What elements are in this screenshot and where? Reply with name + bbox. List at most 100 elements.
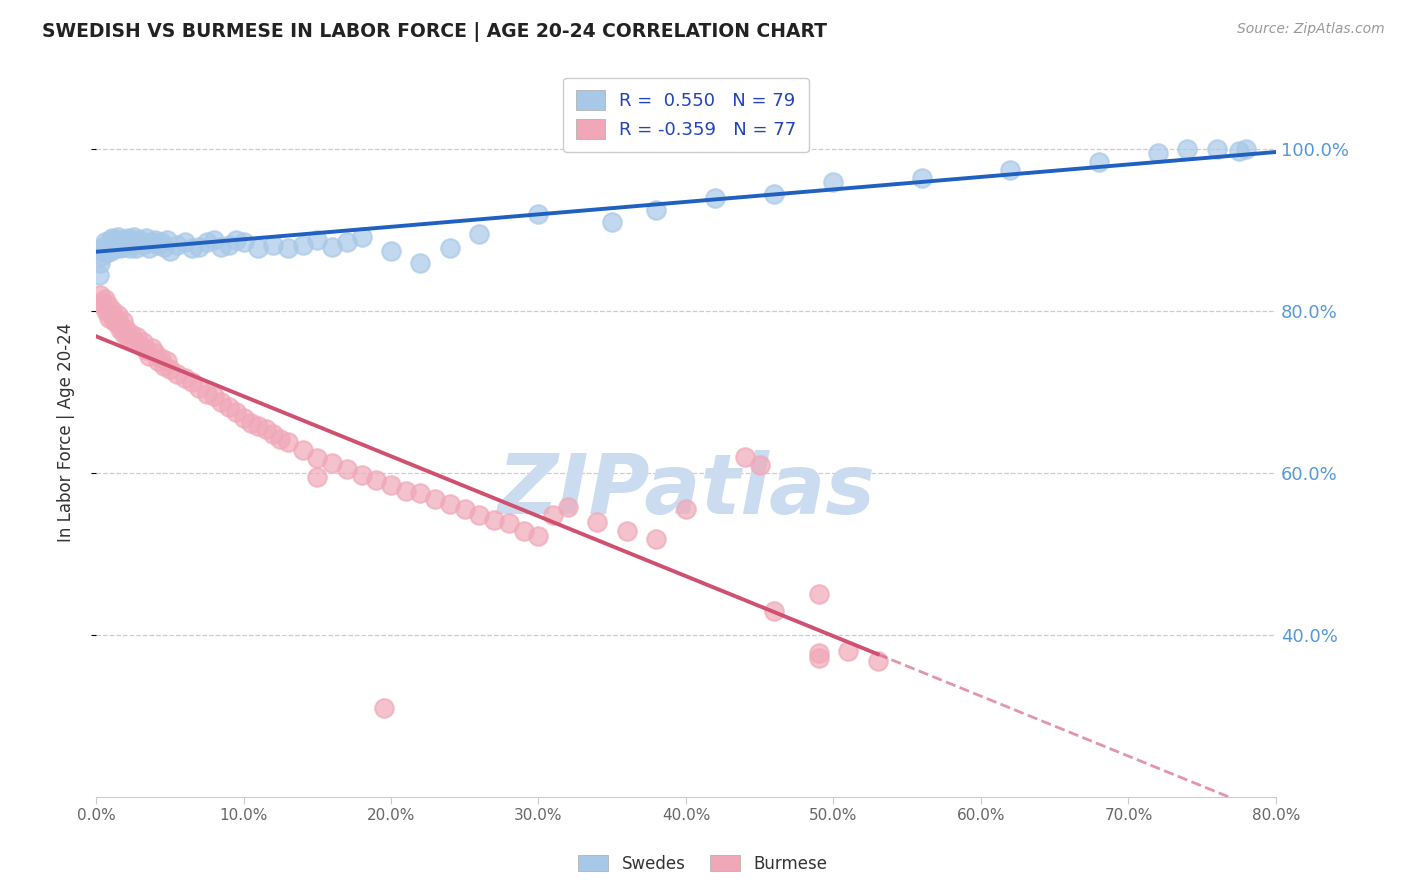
Point bbox=[93, 239, 115, 253]
Point bbox=[149, 351, 172, 366]
Point bbox=[763, 604, 786, 618]
Point bbox=[90, 294, 112, 309]
Point bbox=[90, 244, 112, 258]
Point bbox=[114, 235, 136, 250]
Point bbox=[107, 229, 129, 244]
Point bbox=[454, 502, 477, 516]
Point bbox=[107, 308, 129, 322]
Point bbox=[166, 368, 188, 382]
Point bbox=[527, 529, 550, 543]
Point bbox=[541, 508, 564, 522]
Point bbox=[100, 244, 122, 258]
Point bbox=[209, 239, 232, 253]
Point bbox=[336, 462, 359, 476]
Point bbox=[122, 233, 145, 247]
Point bbox=[645, 533, 668, 547]
Point bbox=[156, 233, 179, 247]
Point bbox=[156, 354, 179, 368]
Point bbox=[425, 491, 447, 506]
Point bbox=[138, 241, 160, 255]
Point bbox=[807, 650, 830, 665]
Point bbox=[395, 483, 418, 498]
Point bbox=[380, 478, 402, 492]
Point bbox=[120, 238, 142, 252]
Point bbox=[96, 246, 118, 260]
Point bbox=[108, 322, 131, 336]
Point bbox=[132, 238, 155, 252]
Point bbox=[111, 314, 134, 328]
Point bbox=[202, 389, 225, 403]
Point bbox=[97, 241, 120, 255]
Point bbox=[124, 229, 146, 244]
Point bbox=[127, 330, 149, 344]
Point bbox=[468, 227, 491, 242]
Point bbox=[734, 450, 756, 464]
Point bbox=[254, 421, 277, 435]
Point bbox=[409, 486, 432, 500]
Point bbox=[380, 244, 402, 258]
Point bbox=[105, 317, 128, 331]
Point bbox=[866, 654, 889, 668]
Point bbox=[225, 405, 247, 419]
Point bbox=[350, 467, 373, 482]
Point bbox=[837, 644, 859, 658]
Point bbox=[129, 233, 152, 247]
Point bbox=[307, 470, 329, 484]
Legend: R =  0.550   N = 79, R = -0.359   N = 77: R = 0.550 N = 79, R = -0.359 N = 77 bbox=[562, 78, 808, 152]
Point bbox=[1236, 143, 1258, 157]
Point bbox=[527, 207, 550, 221]
Point bbox=[87, 268, 110, 282]
Point bbox=[225, 233, 247, 247]
Point bbox=[166, 238, 188, 252]
Point bbox=[269, 432, 291, 446]
Point bbox=[513, 524, 536, 539]
Point bbox=[1227, 144, 1250, 158]
Point bbox=[100, 308, 122, 322]
Point bbox=[823, 175, 845, 189]
Point bbox=[97, 298, 120, 312]
Point bbox=[96, 304, 118, 318]
Point bbox=[247, 419, 270, 434]
Point bbox=[195, 235, 218, 250]
Point bbox=[89, 256, 111, 270]
Point bbox=[111, 233, 134, 247]
Point bbox=[209, 395, 232, 409]
Point bbox=[129, 338, 152, 352]
Point bbox=[600, 215, 623, 229]
Point bbox=[141, 341, 163, 355]
Point bbox=[124, 334, 146, 349]
Point bbox=[153, 239, 176, 253]
Point bbox=[149, 235, 172, 250]
Point bbox=[232, 411, 254, 425]
Point bbox=[104, 238, 127, 252]
Point bbox=[138, 349, 160, 363]
Point bbox=[291, 238, 314, 252]
Point bbox=[114, 322, 136, 336]
Point bbox=[373, 700, 395, 714]
Point bbox=[146, 238, 169, 252]
Point bbox=[112, 326, 135, 341]
Point bbox=[98, 238, 121, 252]
Point bbox=[110, 318, 132, 333]
Point bbox=[232, 235, 254, 250]
Point bbox=[307, 233, 329, 247]
Point bbox=[277, 435, 299, 450]
Point bbox=[675, 502, 697, 516]
Point bbox=[180, 241, 202, 255]
Point bbox=[127, 235, 149, 250]
Point bbox=[103, 241, 125, 255]
Text: SWEDISH VS BURMESE IN LABOR FORCE | AGE 20-24 CORRELATION CHART: SWEDISH VS BURMESE IN LABOR FORCE | AGE … bbox=[42, 22, 827, 42]
Point bbox=[98, 310, 121, 325]
Point bbox=[101, 302, 124, 317]
Point bbox=[218, 400, 240, 414]
Point bbox=[1206, 143, 1229, 157]
Point bbox=[105, 233, 128, 247]
Point bbox=[146, 354, 169, 368]
Point bbox=[748, 458, 770, 472]
Point bbox=[586, 515, 609, 529]
Point bbox=[90, 249, 112, 263]
Point bbox=[1177, 143, 1199, 157]
Point bbox=[117, 231, 139, 245]
Text: Source: ZipAtlas.com: Source: ZipAtlas.com bbox=[1237, 22, 1385, 37]
Point bbox=[153, 359, 176, 374]
